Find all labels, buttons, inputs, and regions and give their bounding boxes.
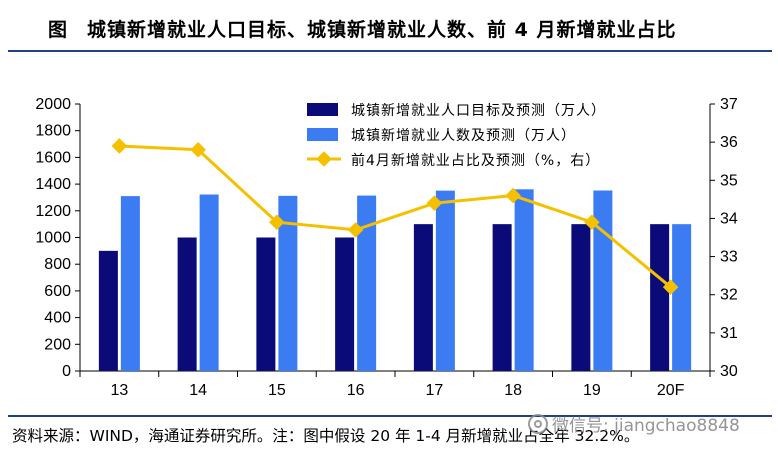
- ratio-marker: [190, 141, 206, 158]
- ratio-marker: [269, 214, 285, 231]
- bar-target: [335, 237, 355, 371]
- bar-actual: [357, 195, 377, 371]
- ratio-marker: [347, 222, 364, 238]
- source-note: 资料来源：WIND，海通证券研究所。注：图中假设 20 年 1-4 月新增就业占…: [12, 427, 640, 445]
- bar-actual: [514, 189, 534, 371]
- left-y-tick-label: 1800: [35, 123, 71, 140]
- left-y-tick-label: 2000: [35, 96, 71, 113]
- bar-actual: [435, 190, 455, 371]
- left-y-tick-label: 0: [62, 363, 71, 380]
- bar-target: [256, 237, 276, 371]
- bar-actual: [199, 194, 219, 371]
- ratio-marker: [111, 138, 128, 154]
- left-y-tick-label: 400: [44, 310, 71, 327]
- legend-label: 前4月新增就业占比及预测（%，右）: [351, 152, 600, 169]
- left-y-tick-label: 1600: [35, 149, 71, 166]
- left-y-tick-label: 1400: [35, 176, 71, 193]
- right-y-tick-label: 37: [720, 96, 738, 113]
- right-y-tick-label: 34: [720, 210, 738, 227]
- x-tick-label: 13: [110, 382, 128, 399]
- title-bar: 图 城镇新增就业人口目标、城镇新增就业人数、前 4 月新增就业占比: [8, 6, 772, 52]
- ratio-marker: [584, 214, 600, 231]
- legend-marker: [316, 151, 332, 167]
- bar-actual: [593, 190, 613, 371]
- right-y-tick-label: 36: [720, 134, 738, 151]
- figure-label: 图: [48, 18, 68, 41]
- footer-rule: [8, 415, 772, 417]
- bar-target: [492, 224, 512, 371]
- right-y-tick-label: 35: [720, 172, 738, 189]
- watermark-text: 微信号: jiangchao8848: [552, 416, 740, 436]
- x-tick-label: 15: [268, 382, 286, 399]
- bar-actual: [120, 196, 140, 371]
- x-tick-label: 19: [583, 382, 601, 399]
- bar-target: [413, 224, 433, 371]
- legend-label: 城镇新增就业人数及预测（万人）: [351, 128, 576, 144]
- left-y-tick-label: 600: [44, 283, 71, 300]
- bar-actual: [672, 224, 692, 371]
- left-y-tick-label: 1200: [35, 203, 71, 220]
- x-tick-label: 17: [425, 382, 443, 399]
- bar-actual: [278, 195, 298, 371]
- legend-label: 城镇新增就业人口目标及预测（万人）: [351, 103, 606, 119]
- ratio-marker: [426, 195, 443, 211]
- x-tick-label: 20F: [657, 382, 685, 399]
- wechat-icon: [528, 413, 548, 434]
- right-y-tick-label: 33: [720, 249, 738, 266]
- x-tick-label: 14: [189, 382, 207, 399]
- x-tick-label: 16: [347, 382, 365, 399]
- right-y-tick-label: 32: [720, 287, 738, 304]
- left-y-tick-label: 200: [44, 336, 71, 353]
- right-y-tick-label: 31: [720, 325, 738, 342]
- bar-target: [650, 224, 670, 371]
- ratio-marker: [505, 187, 521, 204]
- legend-swatch: [307, 128, 338, 141]
- x-tick-label: 18: [504, 382, 522, 399]
- chart-title: 城镇新增就业人口目标、城镇新增就业人数、前 4 月新增就业占比: [87, 18, 677, 41]
- right-y-tick-label: 30: [720, 363, 738, 380]
- left-y-tick-label: 800: [44, 256, 71, 273]
- left-y-tick-label: 1000: [35, 230, 71, 247]
- bar-target: [98, 250, 118, 371]
- bar-target: [177, 237, 197, 371]
- watermark: 微信号: jiangchao8848: [528, 411, 740, 436]
- bar-target: [571, 224, 591, 371]
- ratio-line: [119, 144, 672, 289]
- legend-swatch: [307, 103, 338, 116]
